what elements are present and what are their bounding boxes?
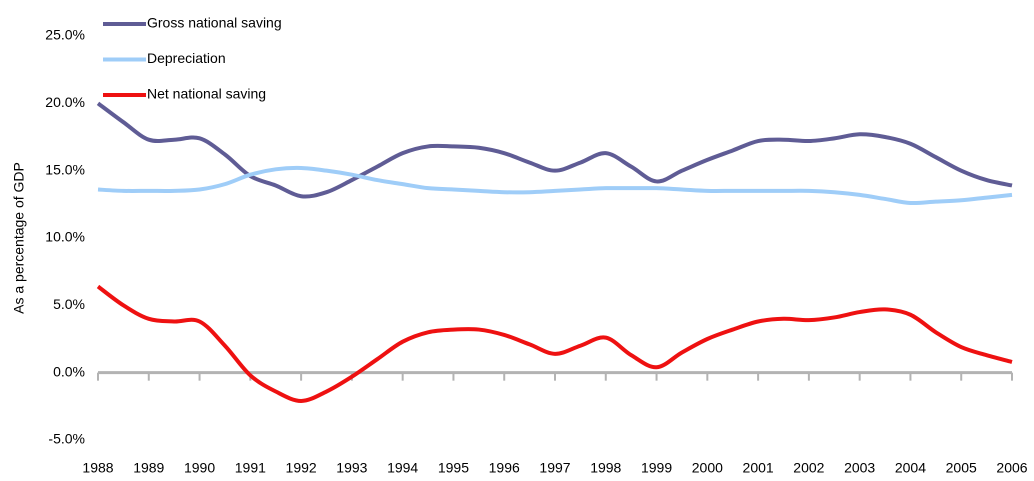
- x-tick-label: 1990: [184, 460, 215, 476]
- y-tick-label: -5.0%: [48, 431, 85, 447]
- x-tick-label: 2000: [692, 460, 723, 476]
- x-tick-label: 1994: [387, 460, 418, 476]
- x-tick-label: 1999: [641, 460, 672, 476]
- x-tick-label: 1992: [286, 460, 317, 476]
- legend-label: Depreciation: [147, 50, 226, 66]
- x-tick-label: 1991: [235, 460, 266, 476]
- x-tick-label: 1995: [438, 460, 469, 476]
- x-tick-label: 2003: [844, 460, 875, 476]
- x-tick-label: 1989: [133, 460, 164, 476]
- x-tick-label: 1993: [336, 460, 367, 476]
- series-line: [97, 165, 1013, 206]
- y-tick-label: 10.0%: [45, 229, 85, 245]
- x-tick-label: 1996: [489, 460, 520, 476]
- legend-label: Gross national saving: [147, 15, 282, 31]
- legend-label: Net national saving: [147, 86, 266, 102]
- x-tick-label: 2001: [743, 460, 774, 476]
- x-tick-label: 2004: [895, 460, 926, 476]
- y-tick-label: 25.0%: [45, 27, 85, 43]
- x-tick-label: 1988: [82, 460, 113, 476]
- x-tick-label: 2005: [946, 460, 977, 476]
- series-line: [96, 284, 1013, 403]
- x-tick-label: 1998: [590, 460, 621, 476]
- y-tick-label: 15.0%: [45, 161, 85, 177]
- y-tick-label: 5.0%: [53, 296, 85, 312]
- y-tick-label: 0.0%: [53, 363, 85, 379]
- x-tick-label: 1997: [539, 460, 570, 476]
- x-tick-label: 2006: [996, 460, 1027, 476]
- x-tick-label: 2002: [793, 460, 824, 476]
- y-tick-label: 20.0%: [45, 94, 85, 110]
- y-axis-title: As a percentage of GDP: [11, 162, 27, 314]
